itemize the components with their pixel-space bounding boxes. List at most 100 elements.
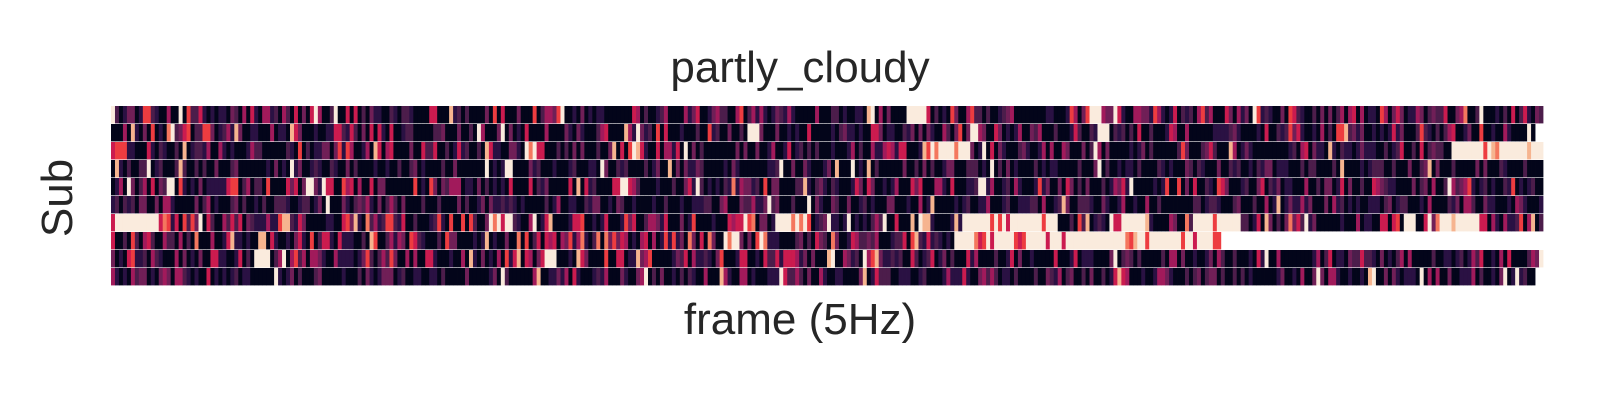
heatmap-cell [1399,250,1405,268]
heatmap-cell [842,214,848,232]
heatmap-cell [174,214,180,232]
heatmap-cell [405,214,410,232]
heatmap-cell [922,268,927,286]
heatmap-cell [524,160,530,178]
heatmap-cell [1352,142,1357,160]
heatmap-cell [126,268,132,286]
heatmap-cell [293,124,299,142]
heatmap-cell [1399,268,1405,286]
heatmap-cell [1391,106,1397,124]
heatmap-cell [1109,268,1114,286]
heatmap-cell [242,106,247,124]
heatmap-cell [1336,250,1341,268]
heatmap-cell [1264,250,1269,268]
heatmap-cell [612,160,617,178]
heatmap-cell [1308,268,1313,286]
heatmap-cell [719,214,724,232]
heatmap-cell [1292,160,1297,178]
heatmap-cell [488,214,494,232]
heatmap-cell [1248,268,1254,286]
heatmap-cell [321,106,327,124]
heatmap-cell [1141,160,1146,178]
heatmap-cell [711,106,717,124]
heatmap-cell [954,160,959,178]
heatmap-cell [1232,106,1238,124]
heatmap-cell [1503,106,1508,124]
heatmap-cell [1415,106,1421,124]
heatmap-cell [194,268,199,286]
heatmap-cell [819,142,824,160]
heatmap-cell [1073,178,1078,196]
heatmap-cell [210,160,215,178]
heatmap-cell [783,214,788,232]
heatmap-cell [874,106,880,124]
heatmap-cell [1260,142,1265,160]
heatmap-cell [962,124,967,142]
heatmap-cell [950,106,955,124]
heatmap-cell [890,106,896,124]
heatmap-cell [1145,196,1150,214]
heatmap-cell [1220,250,1226,268]
heatmap-cell [453,232,458,250]
heatmap-cell [1244,214,1250,232]
heatmap-cell [1419,124,1425,142]
heatmap-cell [791,106,796,124]
heatmap-cell [1316,196,1321,214]
heatmap-cell [850,124,856,142]
heatmap-cell [520,124,526,142]
heatmap-cell [739,160,744,178]
heatmap-cell [1145,232,1150,250]
heatmap-cell [1411,214,1417,232]
heatmap-cell [1511,106,1516,124]
heatmap-cell [1399,178,1405,196]
heatmap-cell [516,178,522,196]
heatmap-cell [731,214,736,232]
heatmap-cell [644,106,649,124]
heatmap-cell [1511,214,1516,232]
heatmap-cell [823,160,828,178]
heatmap-cell [691,178,697,196]
heatmap-cell [926,142,931,160]
heatmap-cell [1185,106,1190,124]
heatmap-cell [1423,106,1429,124]
heatmap-cell [1161,178,1166,196]
heatmap-cell [775,250,780,268]
heatmap-cell [1491,250,1496,268]
heatmap-cell [544,232,549,250]
heatmap-cell [544,178,549,196]
heatmap-cell [532,160,538,178]
heatmap-cell [1053,142,1059,160]
heatmap-cell [1145,106,1150,124]
heatmap-cell [1256,124,1261,142]
heatmap-cell [1137,106,1142,124]
heatmap-cell [1427,250,1433,268]
heatmap-cell [214,142,219,160]
heatmap-cell [214,160,219,178]
heatmap-cell [823,124,828,142]
heatmap-cell [496,124,502,142]
heatmap-cell [1304,106,1309,124]
heatmap-cell [1407,196,1413,214]
heatmap-cell [922,106,927,124]
heatmap-cell [910,160,915,178]
heatmap-cell [1125,106,1130,124]
heatmap-cell [1340,196,1345,214]
heatmap-cell [1519,142,1524,160]
heatmap-cell [667,142,673,160]
heatmap-cell [1371,214,1377,232]
heatmap-cell [496,142,502,160]
heatmap-cell [206,268,211,286]
heatmap-cell [1125,160,1130,178]
heatmap-cell [1204,250,1210,268]
heatmap-cell [1153,250,1158,268]
heatmap-cell [122,178,128,196]
heatmap-cell [1133,142,1138,160]
heatmap-cell [970,142,975,160]
heatmap-cell [930,232,935,250]
heatmap-cell [516,106,522,124]
heatmap-cell [1379,106,1385,124]
heatmap-cell [830,124,836,142]
heatmap-cell [1037,268,1043,286]
heatmap-cell [795,124,800,142]
heatmap-cell [313,160,319,178]
